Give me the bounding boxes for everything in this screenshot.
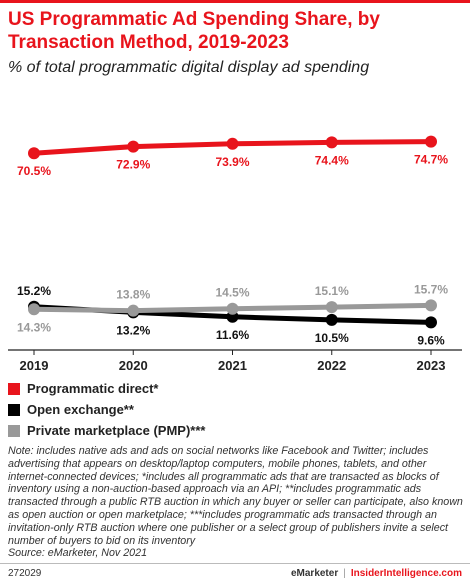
x-tick-label-2023: 2023 xyxy=(417,358,446,373)
data-point-open-exchange-2022 xyxy=(325,313,338,326)
data-label-private-marketplace-pmp-2023: 15.7% xyxy=(414,282,448,296)
footer-brand: eMarketer | InsiderIntelligence.com xyxy=(291,568,462,579)
data-label-open-exchange-2020: 13.2% xyxy=(116,323,150,337)
legend-label-programmatic-direct: Programmatic direct* xyxy=(27,381,159,396)
data-point-programmatic-direct-2022 xyxy=(325,136,338,149)
source-text: Source: eMarketer, Nov 2021 xyxy=(8,547,148,560)
footer-brand-name: eMarketer xyxy=(290,568,339,579)
chart-note: Note: includes native ads and ads on soc… xyxy=(8,445,463,560)
x-tick-label-2022: 2022 xyxy=(317,358,346,373)
data-point-programmatic-direct-2020 xyxy=(127,140,140,153)
data-label-open-exchange-2022: 10.5% xyxy=(315,331,349,345)
data-point-private-marketplace-pmp-2019 xyxy=(28,303,40,316)
footer-chart-id: 272029 xyxy=(8,568,42,579)
chart-subtitle: % of total programmatic digital display … xyxy=(8,59,370,76)
legend-item-programmatic-direct: Programmatic direct* xyxy=(8,378,463,399)
note-text: Note: includes native ads and ads on soc… xyxy=(8,445,463,547)
data-point-private-marketplace-pmp-2022 xyxy=(325,301,338,314)
legend-label-pmp: Private marketplace (PMP)*** xyxy=(27,423,206,438)
footer-divider xyxy=(0,563,470,564)
legend-item-pmp: Private marketplace (PMP)*** xyxy=(8,420,463,441)
line-chart: 2019 2020 2021 2022 2023 70.5% 72.9% 73.9% 74.4%… xyxy=(8,135,462,373)
data-label-programmatic-direct-2020: 72.9% xyxy=(116,158,150,172)
data-label-private-marketplace-pmp-2019: 14.3% xyxy=(17,320,51,334)
data-label-private-marketplace-pmp-2020: 13.8% xyxy=(116,288,150,302)
data-point-private-marketplace-pmp-2023 xyxy=(425,299,437,312)
chart-legend: Programmatic direct* Open exchange** Pri… xyxy=(8,378,463,441)
data-label-private-marketplace-pmp-2022: 15.1% xyxy=(315,284,349,298)
x-tick-label-2019: 2019 xyxy=(20,358,49,373)
legend-swatch-programmatic-direct xyxy=(8,382,20,395)
data-label-programmatic-direct-2019: 70.5% xyxy=(17,164,51,178)
footer-separator: | xyxy=(343,568,346,579)
data-label-open-exchange-2019: 15.2% xyxy=(17,284,51,298)
data-label-programmatic-direct-2022: 74.4% xyxy=(315,153,349,167)
data-label-programmatic-direct-2021: 73.9% xyxy=(215,155,249,169)
chart-title: US Programmatic Ad Spending Share, by Tr… xyxy=(8,9,380,53)
data-point-private-marketplace-pmp-2021 xyxy=(226,302,239,315)
data-label-private-marketplace-pmp-2021: 14.5% xyxy=(215,286,249,300)
x-tick-label-2020: 2020 xyxy=(119,358,148,373)
data-label-open-exchange-2023: 9.6% xyxy=(417,333,445,347)
data-point-private-marketplace-pmp-2020 xyxy=(127,304,140,317)
data-label-programmatic-direct-2023: 74.7% xyxy=(414,153,448,167)
data-point-programmatic-direct-2019 xyxy=(28,147,40,160)
legend-swatch-open-exchange xyxy=(8,403,20,416)
x-tick-label-2021: 2021 xyxy=(218,358,247,373)
data-point-programmatic-direct-2021 xyxy=(226,137,239,150)
top-accent-bar xyxy=(0,0,470,3)
footer-site-link[interactable]: InsiderIntelligence.com xyxy=(350,568,462,579)
data-point-programmatic-direct-2023 xyxy=(425,135,437,148)
data-point-open-exchange-2023 xyxy=(425,316,437,329)
legend-item-open-exchange: Open exchange** xyxy=(8,399,463,420)
legend-swatch-pmp xyxy=(8,424,20,437)
data-label-open-exchange-2021: 11.6% xyxy=(216,328,250,342)
legend-label-open-exchange: Open exchange** xyxy=(27,402,134,417)
